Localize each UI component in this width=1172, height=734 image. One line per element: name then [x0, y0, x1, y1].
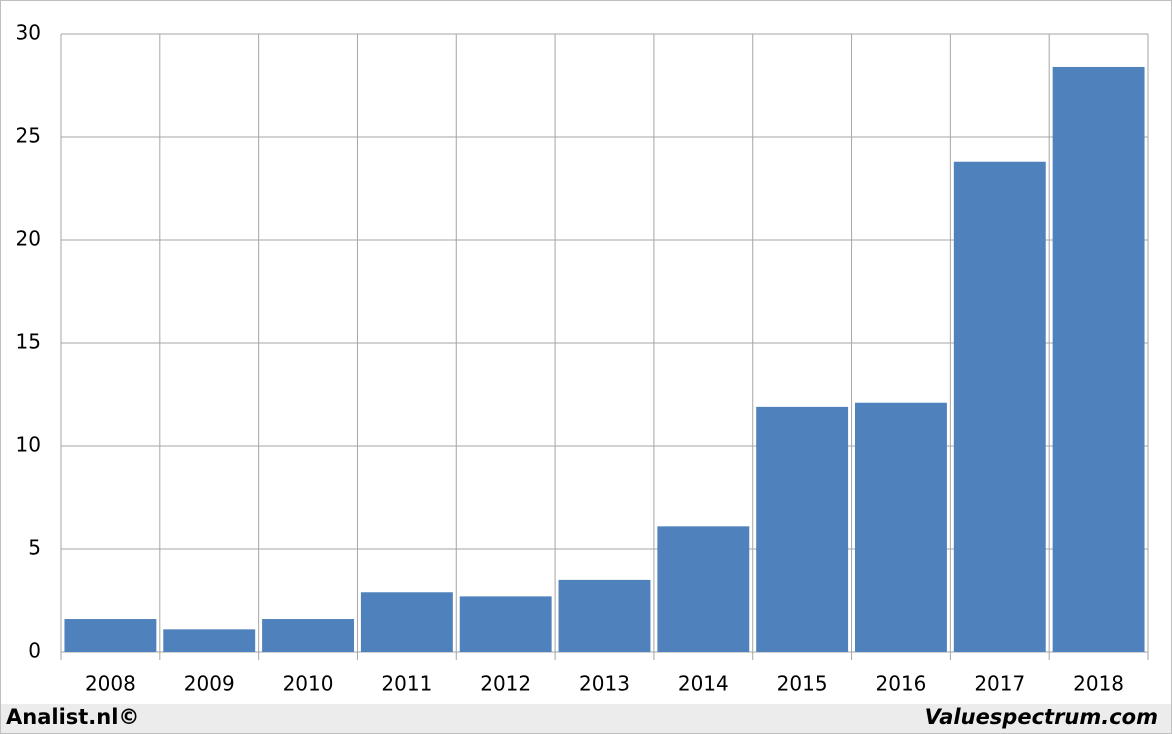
- y-tick-label: 10: [16, 433, 41, 457]
- y-tick-label: 20: [16, 227, 41, 251]
- bar: [558, 579, 651, 652]
- bar: [953, 161, 1046, 652]
- y-tick-label: 25: [16, 124, 41, 148]
- x-tick-label: 2015: [777, 672, 828, 696]
- x-tick-label: 2008: [85, 672, 136, 696]
- y-tick-label: 0: [28, 639, 41, 663]
- bar: [1052, 66, 1145, 652]
- footer-band: [1, 704, 1171, 733]
- x-tick-label: 2017: [974, 672, 1025, 696]
- bar: [64, 619, 157, 652]
- y-tick-label: 15: [16, 330, 41, 354]
- x-tick-label: 2016: [876, 672, 927, 696]
- x-tick-label: 2009: [184, 672, 235, 696]
- y-tick-label: 30: [16, 21, 41, 45]
- bar: [756, 406, 849, 652]
- x-tick-label: 2012: [480, 672, 531, 696]
- y-tick-label: 5: [28, 536, 41, 560]
- x-tick-label: 2013: [579, 672, 630, 696]
- bar: [459, 596, 552, 652]
- bar: [360, 592, 453, 652]
- x-tick-label: 2014: [678, 672, 729, 696]
- bar: [855, 402, 947, 652]
- bar: [163, 629, 256, 652]
- footer-right: Valuespectrum.com: [925, 705, 1158, 729]
- x-tick-label: 2011: [381, 672, 432, 696]
- footer-left: Analist.nl©: [6, 705, 139, 729]
- bar: [657, 526, 750, 652]
- x-tick-label: 2010: [283, 672, 334, 696]
- bar: [262, 619, 354, 652]
- x-tick-label: 2018: [1073, 672, 1124, 696]
